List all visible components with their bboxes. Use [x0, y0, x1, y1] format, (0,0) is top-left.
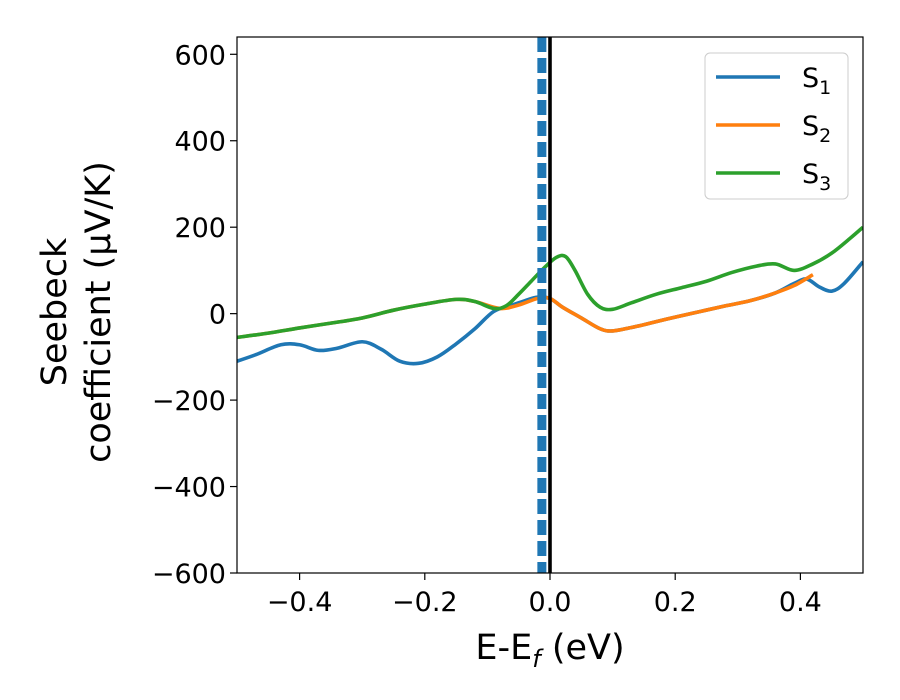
y-tick-label: 200: [174, 213, 226, 244]
y-tick-label: 0: [209, 300, 226, 331]
x-axis-title-unit: (eV): [541, 628, 625, 668]
legend-label-s2: S2: [802, 111, 831, 147]
y-axis-title-line1: Seebeck: [35, 237, 75, 386]
x-tick-label: −0.2: [392, 587, 458, 618]
legend-label-s1: S1: [802, 63, 831, 99]
y-axis-title-line2: coefficient (μV/K): [79, 161, 119, 463]
y-tick-label: −200: [152, 386, 226, 417]
legend: S1 S2 S3: [704, 52, 849, 200]
y-tick-label: 400: [174, 127, 226, 158]
x-tick-label: 0.2: [654, 587, 697, 618]
y-axis-title: Seebeck coefficient (μV/K): [35, 161, 119, 463]
series-line-s2: [237, 273, 814, 340]
legend-label-s3: S3: [802, 159, 831, 195]
axis-ticks: −0.4 −0.2 0.0 0.2 0.4 −600 −400 −200 0 200 400 600: [152, 40, 822, 618]
x-axis-title-main: E-E: [475, 628, 532, 668]
x-tick-label: 0.0: [529, 587, 572, 618]
series-line-s3: [237, 225, 863, 340]
x-axis-title: E-Ef (eV): [475, 628, 624, 673]
x-tick-label: 0.4: [779, 587, 822, 618]
y-tick-label: 600: [174, 40, 226, 71]
y-tick-label: −600: [152, 559, 226, 590]
x-tick-label: −0.4: [267, 587, 333, 618]
plot-lines: [237, 37, 863, 573]
y-tick-label: −400: [152, 473, 226, 504]
